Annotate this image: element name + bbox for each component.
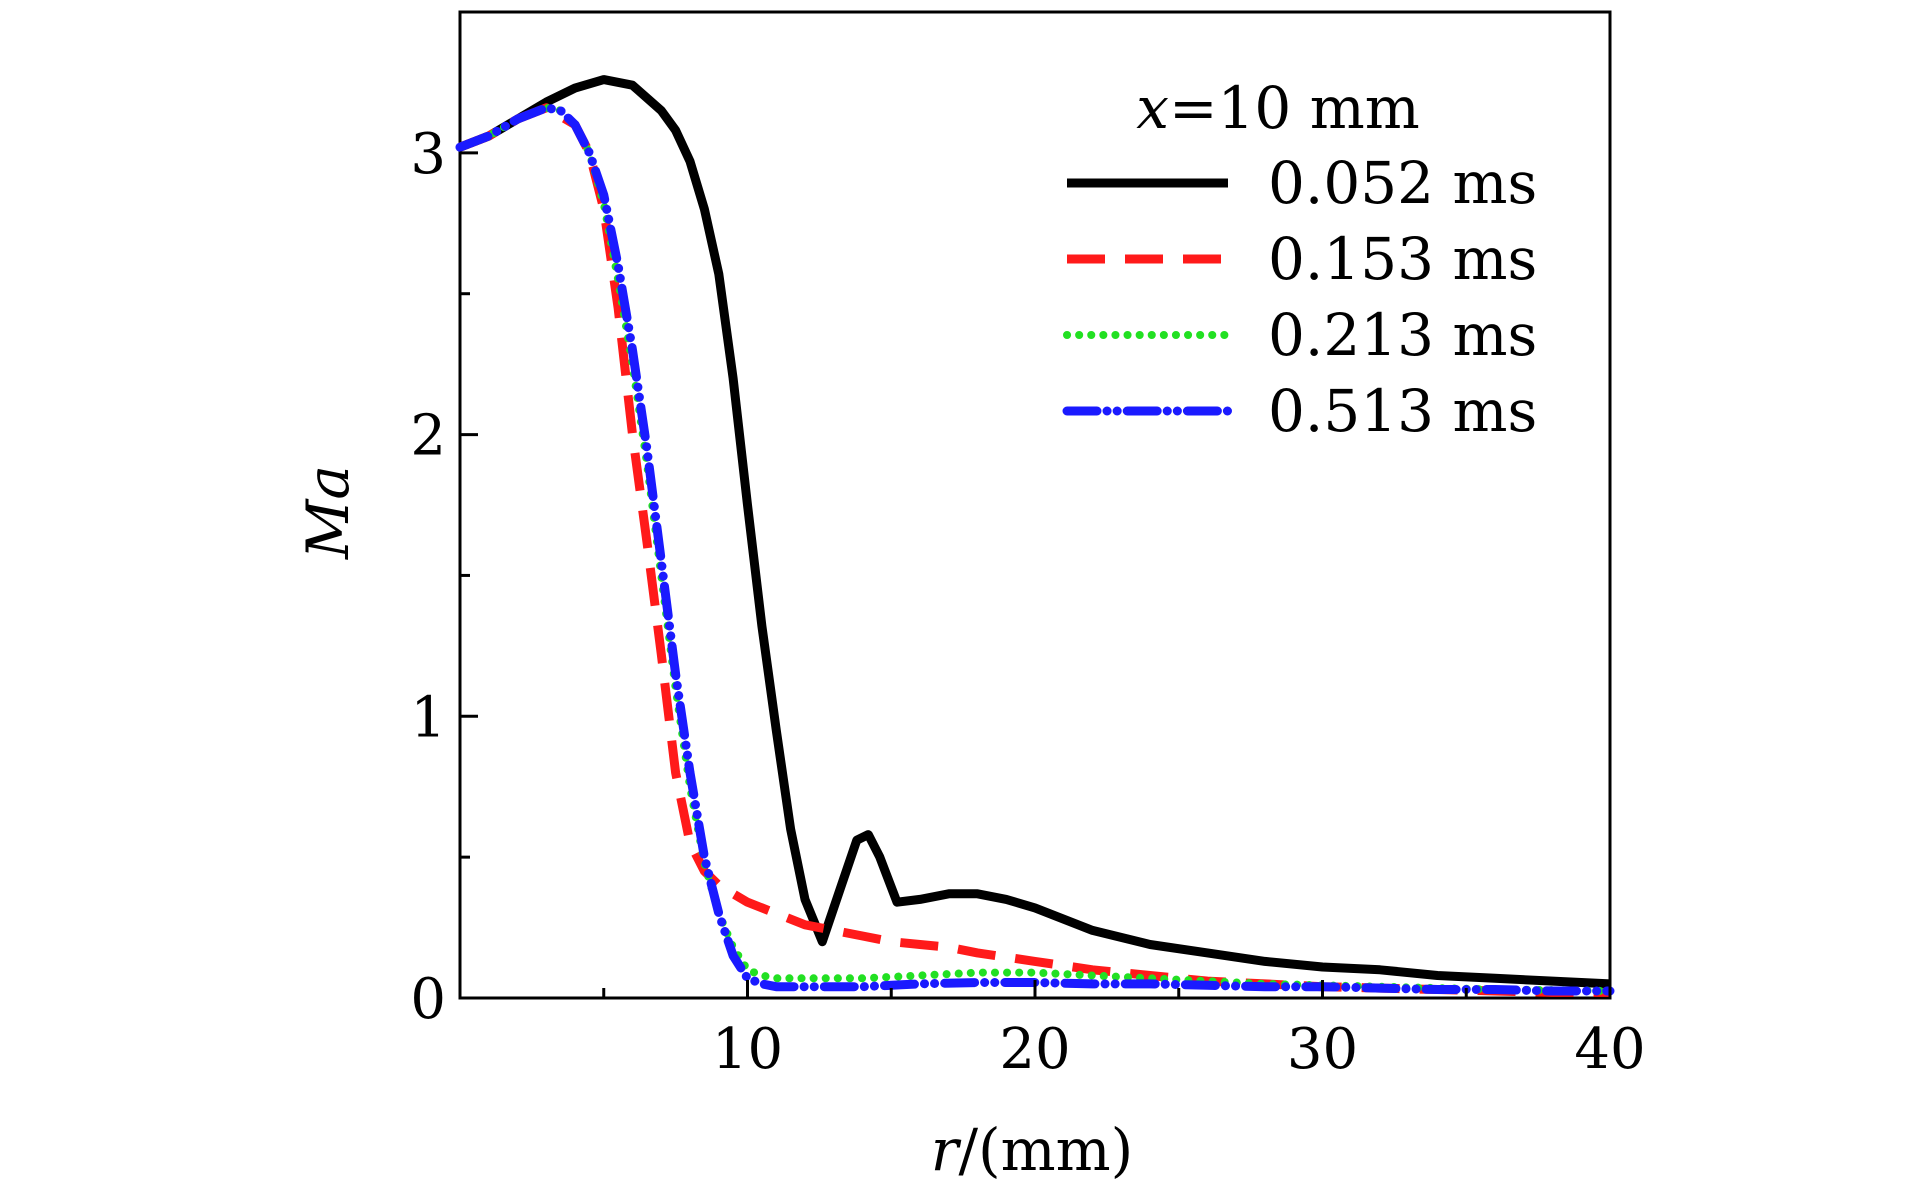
x-tick-label: 40 — [1574, 1017, 1645, 1082]
y-tick-label: 0 — [410, 967, 446, 1032]
x-axis-label-unit: /(mm) — [958, 1116, 1133, 1184]
x-tick-label: 30 — [1287, 1017, 1358, 1082]
series-line-4 — [455, 103, 1615, 996]
legend-label-1: 0.052 ms — [1268, 149, 1537, 217]
legend-label-3: 0.213 ms — [1268, 301, 1537, 369]
legend-label-4: 0.513 ms — [1268, 377, 1537, 445]
y-axis-label: Ma — [294, 465, 362, 560]
ticks-layer: 10 20 30 40 0 1 2 3 — [410, 122, 1645, 1082]
x-tick-label: 10 — [712, 1017, 783, 1082]
legend: x=10 mm 0.052 ms 0.153 ms 0.213 ms 0.513 ms — [1062, 74, 1537, 445]
x-tick-label: 20 — [999, 1017, 1070, 1082]
legend-entries: 0.052 ms 0.153 ms 0.213 ms 0.513 ms — [1062, 149, 1537, 445]
legend-title: x=10 mm — [1136, 74, 1420, 142]
y-tick-label: 3 — [410, 122, 446, 187]
legend-title-var: x — [1136, 74, 1169, 142]
legend-label-2: 0.153 ms — [1268, 225, 1537, 293]
y-tick-label: 1 — [410, 685, 446, 750]
series-layer — [455, 75, 1615, 997]
x-axis-label: r/(mm) — [931, 1116, 1134, 1184]
legend-title-rest: =10 mm — [1169, 74, 1420, 142]
series-line-1 — [458, 75, 1611, 989]
y-tick-label: 2 — [410, 404, 446, 469]
x-axis-label-var: r — [931, 1116, 962, 1184]
